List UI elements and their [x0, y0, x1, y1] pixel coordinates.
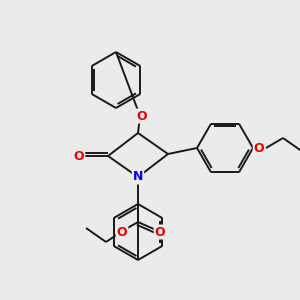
Text: O: O: [117, 226, 127, 238]
Text: N: N: [133, 170, 143, 184]
Text: O: O: [254, 142, 264, 154]
Text: O: O: [137, 110, 147, 122]
Text: O: O: [155, 226, 165, 238]
Text: O: O: [74, 149, 84, 163]
